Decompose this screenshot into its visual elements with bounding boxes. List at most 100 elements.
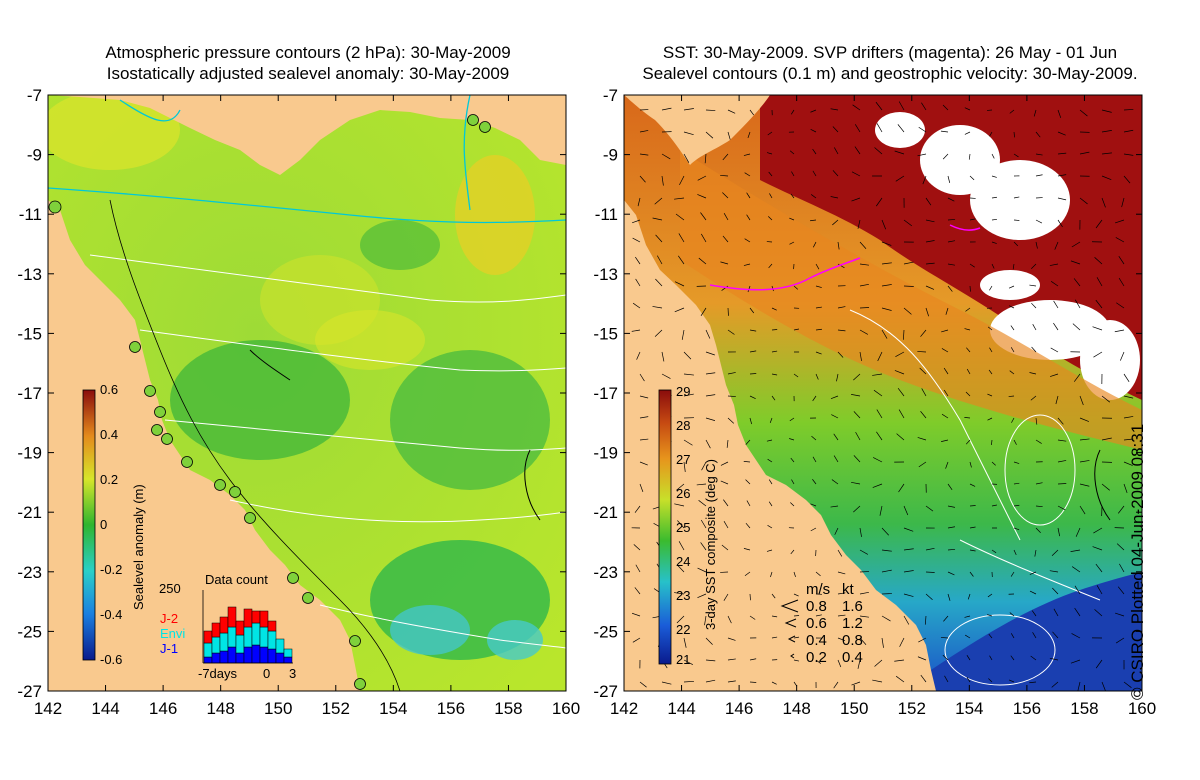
inset-bar [203,630,213,644]
velocity-vector [812,395,817,402]
velocity-vector [898,101,905,111]
velocity-vector [683,680,694,683]
velocity-vector [851,681,861,686]
velocity-vector [1077,681,1081,691]
left-colorbar: 0.6 0.4 0.2 0 -0.2 -0.4 -0.6 Sealevel an… [82,382,146,667]
shelf-edge [109,199,401,691]
left-colorbar-tick: 0 [100,517,107,532]
velocity-vector [969,526,976,529]
tide-gauge-marker [48,200,62,214]
velocity-vector [771,681,777,685]
velocity-vector [881,549,892,552]
tide-gauge-marker [154,406,166,418]
y-tick-label: -13 [17,265,42,284]
velocity-vector [661,373,671,379]
velocity-vector [639,461,648,466]
velocity-vector [639,395,649,399]
velocity-vector [793,373,799,378]
velocity-vector [895,175,905,182]
left-title-line1: Atmospheric pressure contours (2 hPa): 3… [105,43,511,62]
inset-bar [227,606,237,628]
sealevel-contour [1004,414,1076,526]
velocity-vector [674,197,685,200]
velocity-vector [723,593,729,601]
velocity-vector [1029,590,1037,595]
anomaly-patch-low [390,350,550,490]
velocity-vector [771,395,776,401]
velocity-vector [966,368,971,375]
velocity-vector [920,329,927,337]
velocity-vector [639,416,649,419]
svp-drifter-track [709,257,861,291]
velocity-vector [1013,219,1020,221]
velocity-vector [743,548,751,551]
velocity-vector [919,367,927,375]
velocity-vector [661,153,671,160]
velocity-vector [1035,153,1043,156]
velocity-vector [1057,219,1063,228]
velocity-vector [859,351,862,361]
velocity-vector [1121,197,1125,208]
velocity-vector [859,591,869,595]
velocity-vector [1057,505,1066,511]
velocity-vector [1101,483,1110,491]
velocity-vector [697,567,707,573]
velocity-vector [969,549,976,552]
velocity-vector [1008,679,1015,683]
velocity-vector [1079,438,1090,441]
tide-gauge-marker [479,121,491,133]
velocity-vector [1013,439,1017,445]
velocity-vector [991,504,997,507]
velocity-vector [1008,285,1015,289]
velocity-legend-kt: 1.2 [842,615,863,632]
left-colorbar-label: Sealevel anomaly (m) [131,484,146,610]
velocity-vector [1010,571,1015,577]
velocity-vector [991,439,993,446]
velocity-vector [727,417,735,424]
velocity-vector [810,503,817,507]
velocity-vector [875,101,883,111]
velocity-vector [987,593,993,598]
velocity-vector [903,593,914,597]
velocity-vector [925,307,929,317]
velocity-vector [1073,373,1081,382]
velocity-vector [1101,197,1106,208]
velocity-vector [789,438,795,441]
land-australia [624,200,936,691]
velocity-vector [1035,505,1043,508]
velocity-vector [793,571,796,577]
velocity-vector [634,505,641,513]
velocity-vector [639,681,647,688]
velocity-vector [1049,570,1059,573]
velocity-vector [859,527,862,537]
velocity-vector [639,175,646,183]
velocity-vector [987,614,993,617]
velocity-vector [1092,546,1103,551]
velocity-vector [720,461,729,466]
inset-bar [267,620,277,632]
velocity-vector [837,329,846,332]
velocity-vector [768,171,773,177]
velocity-vector [749,658,757,661]
y-tick-label: -27 [593,682,618,701]
right-map[interactable] [624,95,1142,691]
left-map[interactable] [40,90,566,691]
velocity-vector [815,328,822,331]
velocity-vector [1013,549,1017,556]
velocity-vector [1010,655,1015,661]
velocity-vector [966,655,971,661]
sealevel-contour [959,539,1101,601]
velocity-vector [1057,417,1064,425]
velocity-vector [1093,351,1103,358]
y-tick-label: -11 [595,205,618,224]
inset-legend-j2: J-2 [160,611,178,626]
velocity-vector [859,241,867,249]
velocity-vector [815,373,819,380]
velocity-vector [744,238,751,243]
velocity-vector [1055,395,1059,405]
velocity-vector [945,461,949,469]
tide-gauge-marker [151,424,163,436]
x-tick-label: 160 [552,699,580,718]
velocity-vector [903,329,905,340]
velocity-vector [793,659,800,662]
